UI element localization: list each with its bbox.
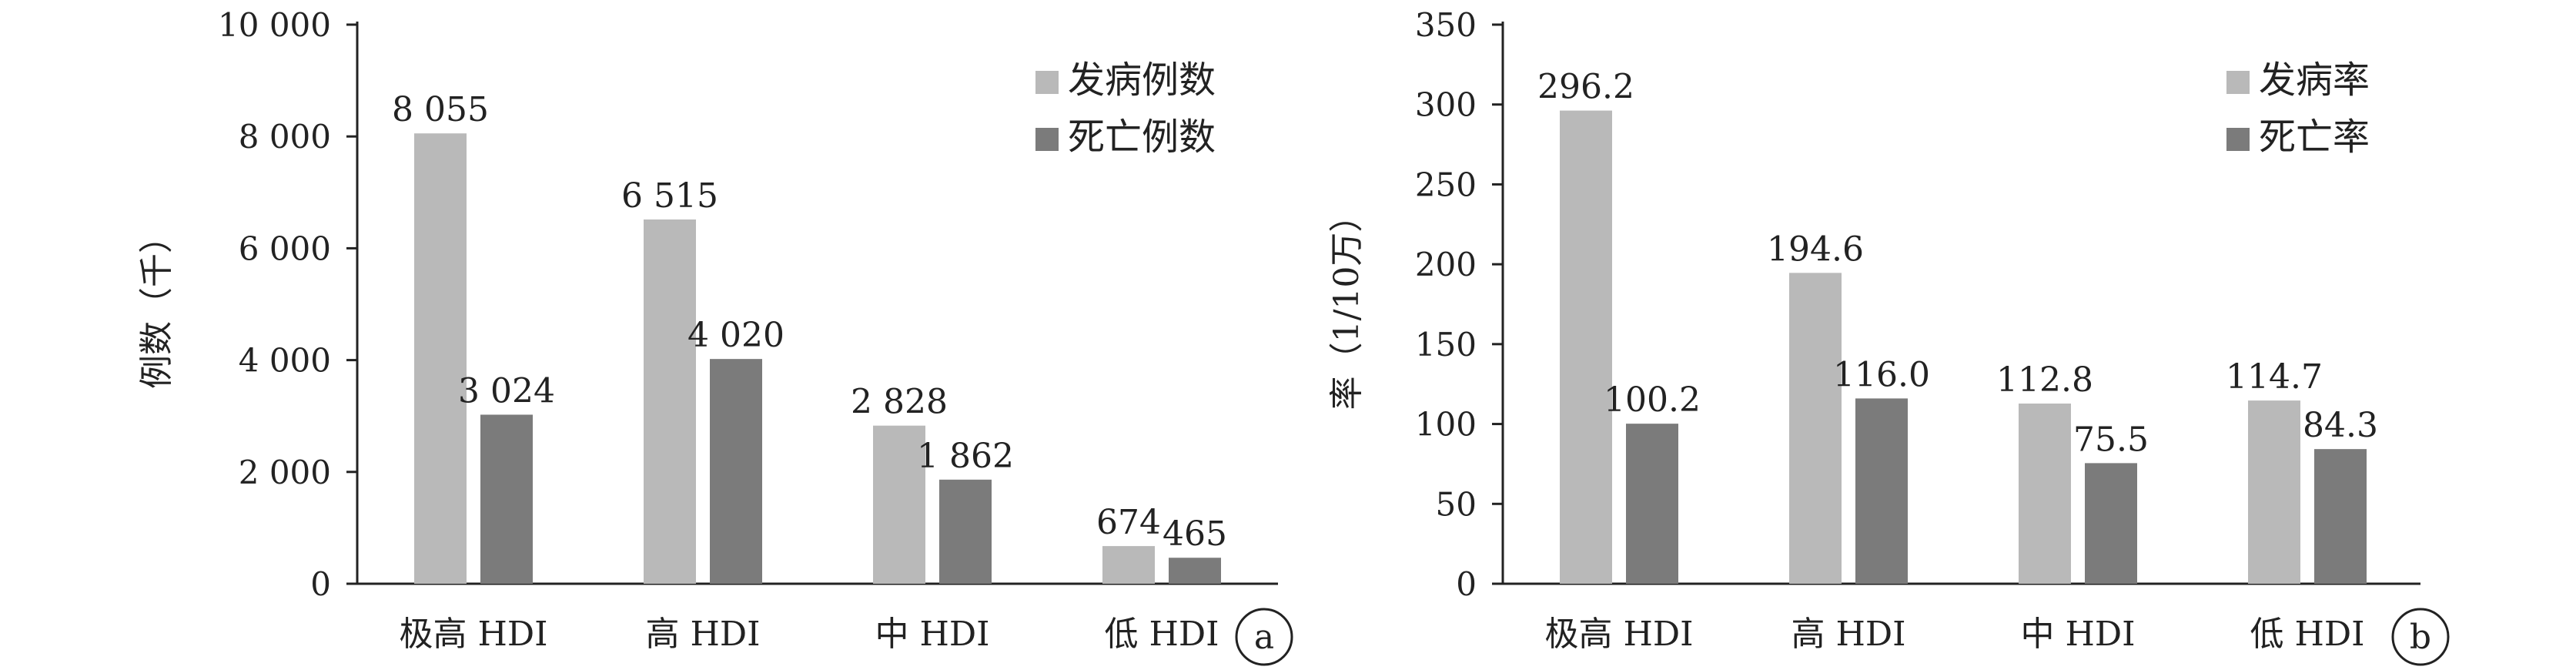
y-tick-label: 10 000 <box>218 6 331 44</box>
mortality-bar <box>1626 424 1678 584</box>
data-label: 84.3 <box>2303 406 2378 445</box>
mortality-bar <box>1169 558 1221 584</box>
y-tick-label: 0 <box>1456 565 1477 603</box>
data-label: 194.6 <box>1767 229 1864 269</box>
legend-label: 死亡例数 <box>1068 116 1216 159</box>
mortality-bar <box>480 414 533 584</box>
x-tick-label: 中 HDI <box>2020 615 2135 654</box>
legend-label: 发病例数 <box>1068 59 1216 102</box>
mortality-bar <box>2314 449 2367 584</box>
data-label: 2 828 <box>851 383 948 422</box>
incidence-bar <box>2248 400 2300 584</box>
x-tick-label: 低 HDI <box>2250 615 2364 654</box>
y-tick-label: 4 000 <box>239 342 331 380</box>
mortality-bar <box>1855 398 1908 584</box>
y-axis-title: 例数（千） <box>137 219 176 389</box>
y-tick-label: 0 <box>310 565 331 603</box>
x-tick-label: 中 HDI <box>875 615 989 654</box>
legend-swatch <box>1035 71 1059 94</box>
y-axis-title: 率（1/10万） <box>1327 199 1367 410</box>
legend-swatch <box>2226 71 2250 94</box>
incidence-bar <box>2019 404 2071 584</box>
y-tick-label: 250 <box>1415 166 1477 203</box>
data-label: 3 024 <box>458 371 555 410</box>
x-tick-label: 高 HDI <box>645 615 760 654</box>
data-label: 116.0 <box>1833 355 1930 394</box>
incidence-bar <box>1560 110 1612 585</box>
mortality-bar <box>710 359 762 584</box>
panel-marker-circle <box>2391 608 2450 666</box>
data-label: 296.2 <box>1537 68 1634 107</box>
data-label: 674 <box>1096 503 1161 542</box>
panel-marker-label: a <box>1254 618 1274 657</box>
y-tick-label: 350 <box>1415 6 1477 44</box>
mortality-bar <box>2085 463 2137 584</box>
data-label: 1 862 <box>917 437 1014 476</box>
data-label: 112.8 <box>1996 360 2093 400</box>
panel-marker-label: b <box>2410 618 2431 657</box>
data-label: 6 515 <box>621 176 718 216</box>
incidence-bar <box>1789 273 1842 584</box>
data-label: 4 020 <box>687 316 785 355</box>
y-tick-label: 8 000 <box>239 118 331 156</box>
data-label: 8 055 <box>392 90 489 129</box>
y-tick-label: 150 <box>1415 326 1477 363</box>
incidence-bar <box>873 425 925 584</box>
y-tick-label: 6 000 <box>239 229 331 267</box>
y-tick-label: 300 <box>1415 86 1477 124</box>
legend-swatch <box>1035 128 1059 151</box>
y-tick-label: 2 000 <box>239 454 331 491</box>
incidence-bar <box>414 133 467 584</box>
legend-label: 发病率 <box>2259 59 2370 102</box>
y-tick-label: 200 <box>1415 246 1477 283</box>
y-tick-label: 100 <box>1415 406 1477 444</box>
data-label: 100.2 <box>1604 380 1701 420</box>
incidence-bar <box>1102 546 1155 584</box>
data-label: 75.5 <box>2073 420 2149 459</box>
y-tick-label: 50 <box>1436 485 1477 523</box>
x-tick-label: 极高 HDI <box>1544 615 1693 654</box>
data-label: 114.7 <box>2226 357 2323 397</box>
incidence-bar <box>644 219 696 584</box>
panel-marker-circle <box>1235 608 1293 666</box>
x-tick-label: 极高 HDI <box>399 615 547 654</box>
legend-label: 死亡率 <box>2259 116 2370 159</box>
x-tick-label: 低 HDI <box>1104 615 1219 654</box>
mortality-bar <box>939 479 992 584</box>
x-tick-label: 高 HDI <box>1791 615 1905 654</box>
data-label: 465 <box>1163 514 1227 554</box>
legend-swatch <box>2226 128 2250 151</box>
